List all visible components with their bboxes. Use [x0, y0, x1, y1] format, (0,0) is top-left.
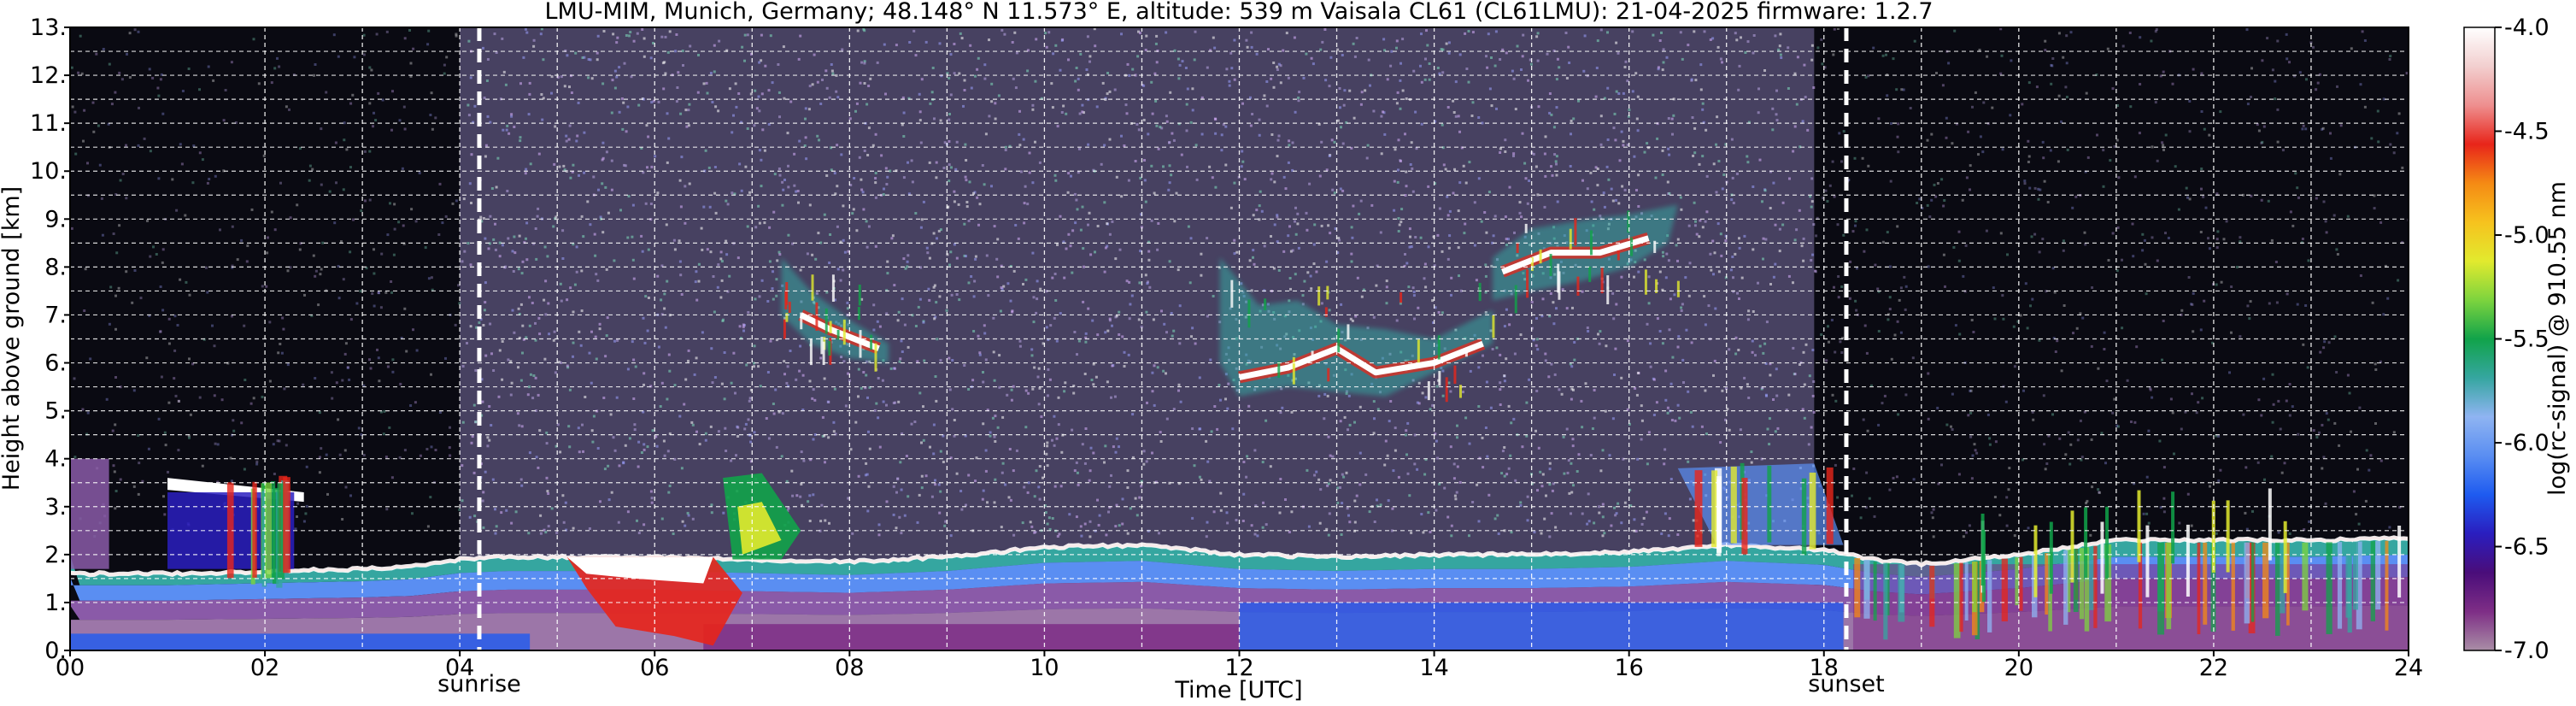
colorbar-tick-label: -6.5 [2504, 534, 2550, 561]
y-tick-label: 6. [44, 350, 67, 377]
x-tick-label: 24 [2394, 655, 2423, 681]
y-tick-label: 3. [44, 494, 67, 521]
x-tick-label: 04 [445, 655, 474, 681]
x-tick-label: 14 [1419, 655, 1448, 681]
sunset-label: sunset [1808, 671, 1885, 697]
chart-title: LMU-MIM, Munich, Germany; 48.148° N 11.5… [544, 0, 1933, 25]
x-tick-label: 12 [1224, 655, 1253, 681]
x-tick-label: 18 [1810, 655, 1839, 681]
x-tick-label: 10 [1030, 655, 1059, 681]
x-tick-label: 00 [56, 655, 85, 681]
y-tick-label: 5. [44, 398, 67, 425]
y-tick-label: 12. [30, 62, 67, 89]
plot-area [69, 26, 2409, 651]
cirrus-clouds [781, 204, 1680, 403]
colorbar-tick-label: -4.0 [2504, 15, 2550, 41]
grid [70, 27, 2409, 650]
colorbar: -7.0 -6.5 -6.0 -5.5 -5.0 -4.5 -4.0 [2463, 15, 2550, 664]
sunrise-label: sunrise [437, 671, 521, 697]
x-tick-label: 16 [1614, 655, 1643, 681]
y-tick-label: 10. [30, 158, 67, 185]
colorbar-tick-label: -5.5 [2504, 327, 2550, 353]
colorbar-tick-label: -5.0 [2504, 222, 2550, 249]
y-tick-label: 1. [44, 590, 67, 616]
colorbar-tick-label: -4.5 [2504, 119, 2550, 145]
colorbar-scale [2463, 26, 2496, 651]
x-tick-label: 06 [640, 655, 669, 681]
y-tick-label: 0. [44, 638, 67, 664]
colorbar-ticks: -7.0 -6.5 -6.0 -5.5 -5.0 -4.5 -4.0 [2495, 15, 2550, 664]
y-axis-label: Height above ground [km] [0, 186, 25, 491]
x-axis-label: Time [UTC] [1174, 677, 1302, 703]
y-tick-label: 11. [30, 110, 67, 137]
x-axis: sunrise sunset 00 02 04 06 08 10 12 14 16 18 20 22 24 [56, 650, 2423, 697]
y-tick-label: 2. [44, 542, 67, 568]
y-tick-label: 4. [44, 446, 67, 473]
x-tick-label: 20 [2004, 655, 2033, 681]
low-cloud-morning [566, 473, 801, 646]
colorbar-label: log(rc-signal) @ 910.55 nm [2544, 181, 2571, 496]
y-tick-label: 8. [44, 254, 67, 280]
colorbar-tick-label: -7.0 [2504, 638, 2550, 664]
y-tick-label: 7. [44, 302, 67, 328]
x-tick-label: 08 [835, 655, 864, 681]
x-tick-label: 22 [2199, 655, 2228, 681]
sun-markers [477, 27, 1849, 650]
colorbar-tick-label: -6.0 [2504, 430, 2550, 456]
y-tick-label: 9. [44, 206, 67, 232]
y-tick-label: 13. [30, 15, 67, 41]
noise-speckle [70, 27, 2409, 538]
y-axis: 0. 1. 2. 3. 4. 5. 6. 7. 8. 9. 10. 11. 12. 13. [30, 15, 70, 664]
x-tick-label: 02 [250, 655, 279, 681]
evening-convection [1677, 462, 2402, 640]
